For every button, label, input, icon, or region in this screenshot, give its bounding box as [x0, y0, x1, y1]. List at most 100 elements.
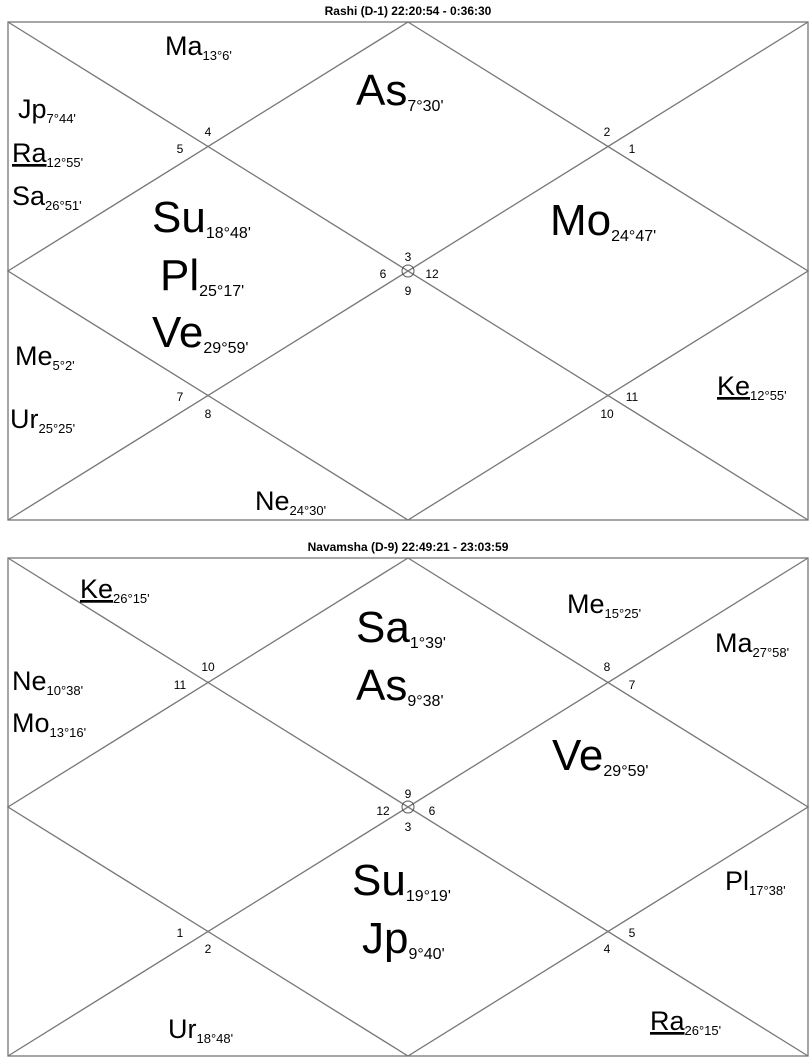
chart-title: Rashi (D-1) 22:20:54 - 0:36:30	[325, 4, 492, 18]
house-number: 10	[201, 660, 215, 674]
planet: As7°30'	[356, 66, 444, 115]
planet: Sa1°39'	[356, 603, 446, 652]
planet: Pl25°17'	[160, 251, 244, 300]
planet-degree: 26°15'	[685, 1023, 722, 1038]
planet: Pl17°38'	[725, 866, 786, 898]
planet: Ve29°59'	[552, 731, 648, 780]
chart: Navamsha (D-9) 22:49:21 - 23:03:59 10 11 8 7…	[6, 540, 810, 1057]
planet: Ra12°55'	[12, 138, 83, 170]
planet-name: Ur	[168, 1014, 197, 1044]
house-number: 3	[405, 820, 412, 834]
planet-degree: 1°39'	[410, 635, 446, 652]
planet-degree: 12°55'	[750, 388, 787, 403]
house-number: 10	[600, 407, 614, 421]
planet-degree: 29°59'	[603, 763, 648, 780]
planet-name: Mo	[550, 196, 611, 245]
planet: Mo13°16'	[12, 708, 86, 740]
house-number: 6	[429, 804, 436, 818]
planet-name: Ne	[255, 486, 290, 516]
house-number: 7	[177, 390, 184, 404]
house-number: 8	[604, 660, 611, 674]
planet-degree: 29°59'	[203, 340, 248, 357]
planet-name: Jp	[18, 94, 47, 124]
planet-name: Ve	[552, 731, 603, 780]
planet-name: Pl	[160, 251, 199, 300]
planet-name: Ve	[152, 308, 203, 357]
house-number: 6	[380, 267, 387, 281]
planet-degree: 25°17'	[199, 283, 244, 300]
planet-name: Ne	[12, 666, 47, 696]
planet-degree: 26°51'	[45, 198, 82, 213]
house-number: 4	[604, 942, 611, 956]
planet: Ve29°59'	[152, 308, 248, 357]
planet-name: Sa	[12, 181, 46, 211]
house-number: 4	[205, 125, 212, 139]
planet-degree: 24°30'	[290, 503, 327, 518]
house-number: 2	[604, 125, 611, 139]
diagonal	[7, 21, 809, 521]
planet-name: Su	[152, 193, 206, 242]
planet-degree: 5°2'	[53, 358, 75, 373]
planet-degree: 17°38'	[749, 883, 786, 898]
planet-degree: 9°38'	[407, 693, 443, 710]
planet-name: Ur	[10, 404, 39, 434]
planet-name: Jp	[362, 914, 408, 963]
planet-degree: 10°38'	[47, 683, 84, 698]
house-number: 11	[174, 678, 187, 692]
house-number: 1	[629, 142, 636, 156]
house-number: 8	[205, 407, 212, 421]
house-number: 9	[405, 787, 412, 801]
planet-name: Ke	[717, 371, 750, 401]
house-number: 2	[205, 942, 212, 956]
planet: Ur25°25'	[10, 404, 75, 436]
planet-degree: 13°6'	[203, 48, 232, 63]
planet-degree: 7°30'	[407, 98, 443, 115]
planet-degree: 7°44'	[47, 111, 76, 126]
house-number: 5	[177, 142, 184, 156]
house-number: 11	[626, 390, 639, 404]
planet: Ur18°48'	[168, 1014, 233, 1046]
chart: Rashi (D-1) 22:20:54 - 0:36:30 4 5 2 1 3 6 12 9 7…	[6, 4, 810, 521]
planet-name: Pl	[725, 866, 749, 896]
planet-name: Su	[352, 856, 406, 905]
diamond	[6, 21, 810, 521]
planet: Ne10°38'	[12, 666, 83, 698]
planet: Ke26°15'	[80, 574, 150, 606]
planet-name: Mo	[12, 708, 50, 738]
house-number: 12	[376, 804, 390, 818]
house-number: 3	[405, 250, 412, 264]
planet: Su18°48'	[152, 193, 251, 242]
planet-degree: 25°25'	[39, 421, 76, 436]
planet-degree: 13°16'	[50, 725, 87, 740]
planet-degree: 9°40'	[408, 946, 444, 963]
planet-degree: 19°19'	[406, 888, 451, 905]
planet: Me15°25'	[567, 589, 641, 621]
planet-degree: 15°25'	[605, 606, 642, 621]
diagonal	[7, 557, 809, 1057]
planet-degree: 18°48'	[206, 225, 251, 242]
planet: Me5°2'	[15, 341, 75, 373]
planet: Ke12°55'	[717, 371, 787, 403]
house-number: 12	[425, 267, 439, 281]
planet-name: Ma	[165, 31, 203, 61]
house-number: 9	[405, 284, 412, 298]
planet-degree: 24°47'	[611, 228, 656, 245]
planet-name: Sa	[356, 603, 410, 652]
house-number: 7	[629, 678, 636, 692]
planet: Jp7°44'	[18, 94, 76, 126]
planet-degree: 12°55'	[47, 155, 84, 170]
planet-name: Ke	[80, 574, 113, 604]
planet-name: As	[356, 661, 407, 710]
planet-degree: 26°15'	[113, 591, 150, 606]
planet-degree: 18°48'	[197, 1031, 234, 1046]
house-number: 5	[629, 926, 636, 940]
center-mark	[401, 264, 415, 278]
house-number: 1	[177, 926, 184, 940]
planet: Sa26°51'	[12, 181, 82, 213]
planet: Ma13°6'	[165, 31, 232, 63]
planet: Mo24°47'	[550, 196, 656, 245]
planet-degree: 27°58'	[753, 645, 790, 660]
planet: As9°38'	[356, 661, 444, 710]
